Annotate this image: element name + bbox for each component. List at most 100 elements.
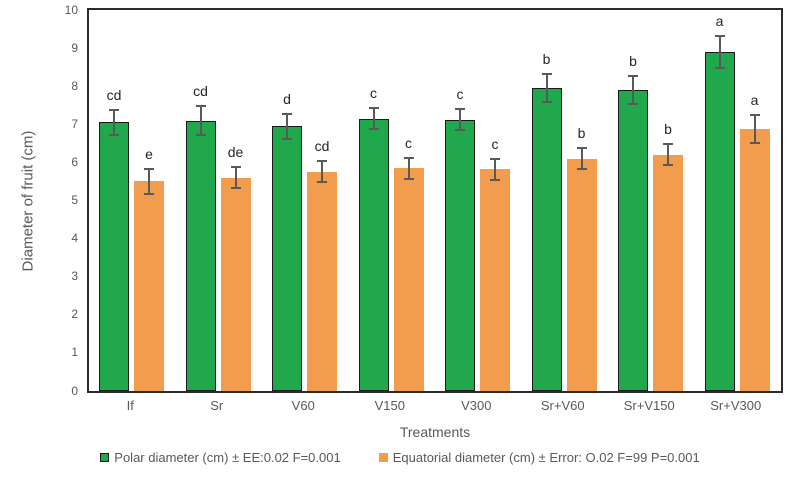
significance-letter: c bbox=[491, 135, 499, 152]
error-bar-part bbox=[109, 109, 119, 112]
bar-polar-V150 bbox=[358, 118, 389, 391]
y-tick-label: 1 bbox=[71, 345, 78, 360]
bar-equatorial-Sr bbox=[220, 177, 251, 391]
error-bar-part bbox=[576, 147, 587, 150]
error-bar bbox=[576, 147, 587, 171]
x-tick-label-Sr: Sr bbox=[210, 398, 224, 413]
error-bar-part bbox=[407, 156, 410, 180]
error-bar-part bbox=[541, 72, 552, 75]
error-bar-part bbox=[199, 105, 202, 136]
bar-equatorial-Sr+V300 bbox=[739, 128, 770, 391]
error-bar-part bbox=[663, 143, 673, 146]
legend-swatch-icon bbox=[100, 453, 110, 462]
error-bar-part bbox=[109, 133, 119, 136]
bar-polar-Sr+V60 bbox=[531, 88, 562, 391]
error-bar-part bbox=[148, 168, 150, 195]
error-bar bbox=[282, 112, 292, 140]
error-bar bbox=[403, 156, 414, 180]
error-bar-part bbox=[753, 113, 756, 145]
error-bar-part bbox=[667, 143, 669, 167]
significance-letter: c bbox=[370, 85, 377, 102]
significance-letter: a bbox=[750, 91, 759, 108]
error-bar bbox=[628, 74, 638, 106]
plot-area: cd cd d c c b b a e de cd c c b b a bbox=[87, 8, 783, 393]
x-tick-label-If: If bbox=[126, 398, 134, 413]
significance-letter: d bbox=[283, 90, 291, 107]
x-axis-title: Treatments bbox=[399, 424, 471, 440]
error-bar-part bbox=[749, 142, 760, 145]
y-tick-label: 6 bbox=[71, 154, 78, 169]
error-bar-part bbox=[632, 74, 634, 106]
significance-letter: cd bbox=[314, 138, 330, 155]
error-bar bbox=[541, 72, 552, 104]
bar-equatorial-Sr+V60 bbox=[566, 158, 597, 391]
error-bar-part bbox=[455, 108, 465, 111]
error-bar bbox=[109, 109, 119, 136]
x-tick-label-V60: V60 bbox=[291, 398, 315, 413]
error-bar-part bbox=[368, 128, 379, 130]
x-tick-label-Sr+V60: Sr+V60 bbox=[540, 398, 585, 413]
x-tick-label-V150: V150 bbox=[374, 398, 405, 413]
y-tick-label: 9 bbox=[71, 40, 78, 55]
error-bar-part bbox=[144, 192, 154, 195]
error-bar-part bbox=[368, 107, 379, 110]
error-bar-part bbox=[234, 166, 237, 190]
error-bar-part bbox=[663, 164, 673, 167]
significance-letter: c bbox=[456, 86, 464, 103]
bar-polar-If bbox=[99, 122, 129, 391]
error-bar-part bbox=[372, 107, 375, 130]
bar-polar-Sr+V150 bbox=[618, 90, 648, 391]
error-bar-part bbox=[490, 178, 500, 181]
significance-letter: b bbox=[577, 125, 586, 142]
bar-equatorial-V300 bbox=[480, 169, 510, 391]
error-bar bbox=[230, 166, 241, 190]
error-bar-part bbox=[749, 113, 760, 116]
error-bar-part bbox=[576, 168, 587, 171]
x-tick-label-V300: V300 bbox=[461, 398, 492, 413]
error-bar-part bbox=[541, 101, 552, 104]
significance-letter: e bbox=[145, 146, 153, 163]
error-bar-part bbox=[317, 160, 327, 163]
legend-item-polar: Polar diameter (cm) ± EE:0.02 F=0.001 bbox=[100, 450, 341, 465]
legend-label: Polar diameter (cm) ± EE:0.02 F=0.001 bbox=[114, 450, 341, 465]
error-bar-part bbox=[321, 160, 323, 184]
error-bar-part bbox=[282, 112, 292, 115]
error-bar-part bbox=[718, 34, 721, 70]
significance-letter: b bbox=[542, 50, 551, 67]
legend: Polar diameter (cm) ± EE:0.02 F=0.001 Equ… bbox=[0, 450, 800, 465]
significance-letter: b bbox=[629, 52, 637, 69]
bar-equatorial-V60 bbox=[307, 171, 337, 391]
significance-letter: c bbox=[405, 134, 412, 151]
bar-equatorial-Sr+V150 bbox=[653, 154, 683, 391]
error-bar bbox=[195, 105, 206, 136]
error-bar-part bbox=[403, 177, 414, 180]
legend-swatch-icon bbox=[378, 453, 388, 462]
error-bar-part bbox=[286, 112, 288, 140]
y-tick-label: 10 bbox=[64, 2, 78, 17]
error-bar-part bbox=[282, 137, 292, 140]
error-bar-part bbox=[628, 74, 638, 77]
error-bar bbox=[490, 157, 500, 181]
significance-letter: cd bbox=[106, 87, 122, 104]
significance-letter: a bbox=[715, 12, 724, 29]
error-bar bbox=[714, 34, 725, 70]
error-bar-part bbox=[230, 166, 241, 169]
error-bar bbox=[749, 113, 760, 145]
significance-letter: de bbox=[227, 144, 244, 161]
bar-polar-Sr+V300 bbox=[704, 51, 735, 391]
error-bar-part bbox=[113, 109, 115, 136]
y-tick-label: 2 bbox=[71, 307, 78, 322]
error-bar bbox=[663, 143, 673, 167]
error-bar-part bbox=[459, 108, 461, 132]
bar-polar-Sr bbox=[185, 120, 216, 391]
significance-letter: b bbox=[664, 121, 672, 138]
bar-polar-V60 bbox=[272, 126, 302, 391]
y-tick-label: 3 bbox=[71, 269, 78, 284]
error-bar-part bbox=[490, 157, 500, 160]
y-tick-label: 4 bbox=[71, 231, 78, 246]
bar-equatorial-If bbox=[134, 181, 164, 391]
error-bar-part bbox=[580, 147, 583, 171]
error-bar-part bbox=[317, 181, 327, 184]
error-bar-part bbox=[230, 187, 241, 190]
